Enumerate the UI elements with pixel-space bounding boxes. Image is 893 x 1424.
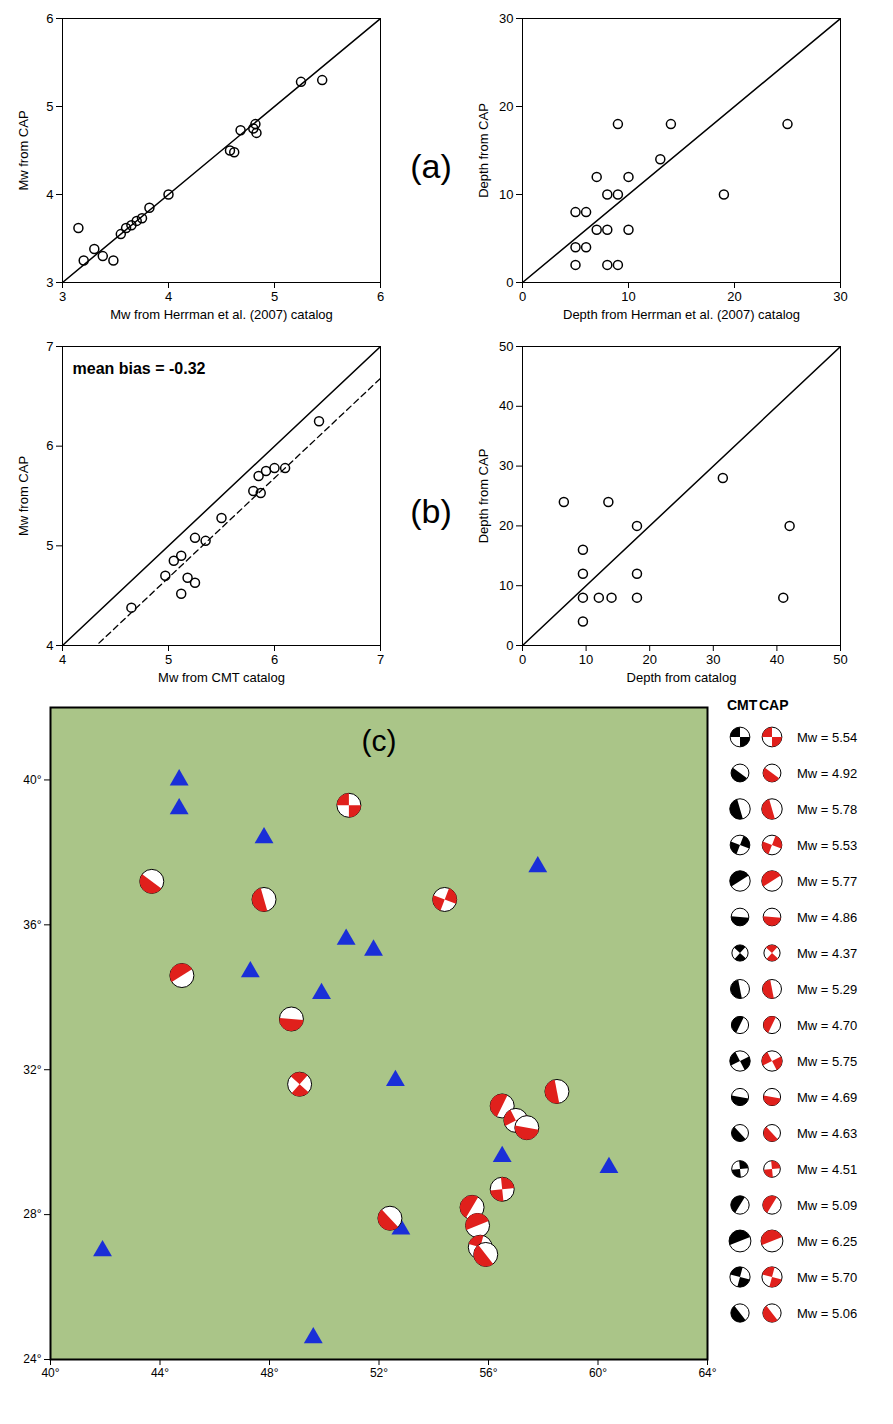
svg-text:30: 30 (499, 458, 513, 473)
svg-text:64°: 64° (698, 1366, 716, 1380)
svg-text:10: 10 (499, 578, 513, 593)
html-text:Mw = 4.37: Mw = 4.37 (797, 945, 858, 961)
svg-text:30: 30 (833, 289, 847, 304)
html-text:Mw = 5.09: Mw = 5.09 (797, 1197, 858, 1213)
svg-text:0: 0 (506, 638, 513, 653)
svg-text:44°: 44° (151, 1366, 169, 1380)
svg-text:28°: 28° (23, 1207, 41, 1221)
html-text:Mw = 5.54: Mw = 5.54 (797, 729, 858, 745)
svg-text:3: 3 (59, 289, 66, 304)
svg-text:4: 4 (59, 652, 66, 667)
svg-text:5: 5 (271, 289, 278, 304)
html-text:Mw = 5.70: Mw = 5.70 (797, 1269, 858, 1285)
svg-text:4: 4 (46, 638, 53, 653)
html-text:Mw = 5.75: Mw = 5.75 (797, 1053, 858, 1069)
html-text:CMT CAP: CMT CAP (727, 697, 789, 713)
svg-text:10: 10 (621, 289, 635, 304)
svg-text:32°: 32° (23, 1063, 41, 1077)
svg-text:Depth from catalog: Depth from catalog (627, 670, 737, 685)
svg-text:6: 6 (46, 438, 53, 453)
svg-text:Mw from Herrman et al. (2007): Mw from Herrman et al. (2007) catalog (110, 307, 333, 322)
html-text:(b): (b) (410, 492, 452, 530)
html-text:Mw = 4.69: Mw = 4.69 (797, 1089, 858, 1105)
html-text:Mw = 4.63: Mw = 4.63 (797, 1125, 858, 1141)
svg-text:4: 4 (46, 187, 53, 202)
svg-text:56°: 56° (479, 1366, 497, 1380)
svg-text:6: 6 (46, 11, 53, 26)
svg-text:10: 10 (579, 652, 593, 667)
svg-text:5: 5 (165, 652, 172, 667)
html-text:Mw = 5.77: Mw = 5.77 (797, 873, 858, 889)
svg-text:0: 0 (519, 289, 526, 304)
html-text:Mw = 5.29: Mw = 5.29 (797, 981, 858, 997)
svg-text:20: 20 (727, 289, 741, 304)
svg-text:50: 50 (499, 339, 513, 354)
svg-text:60°: 60° (589, 1366, 607, 1380)
svg-text:5: 5 (46, 99, 53, 114)
svg-text:40: 40 (499, 398, 513, 413)
html-text:Mw = 5.06: Mw = 5.06 (797, 1305, 858, 1321)
html-text:Mw = 6.25: Mw = 6.25 (797, 1233, 858, 1249)
svg-text:3: 3 (46, 275, 53, 290)
svg-text:52°: 52° (370, 1366, 388, 1380)
svg-text:mean bias = -0.32: mean bias = -0.32 (73, 360, 206, 377)
html-text:Mw = 5.53: Mw = 5.53 (797, 837, 858, 853)
svg-text:20: 20 (499, 518, 513, 533)
svg-text:Mw from CAP: Mw from CAP (16, 110, 31, 190)
svg-text:10: 10 (499, 187, 513, 202)
svg-text:24°: 24° (23, 1352, 41, 1366)
svg-text:6: 6 (377, 289, 384, 304)
html-text:Mw = 4.92: Mw = 4.92 (797, 765, 858, 781)
svg-text:40°: 40° (23, 773, 41, 787)
svg-text:0: 0 (506, 275, 513, 290)
html-text:Mw = 4.51: Mw = 4.51 (797, 1161, 858, 1177)
svg-text:50: 50 (833, 652, 847, 667)
svg-text:40°: 40° (41, 1366, 59, 1380)
svg-text:Mw from CMT catalog: Mw from CMT catalog (158, 670, 285, 685)
svg-text:7: 7 (46, 339, 53, 354)
svg-text:40: 40 (770, 652, 784, 667)
svg-text:48°: 48° (260, 1366, 278, 1380)
html-text:Mw = 4.70: Mw = 4.70 (797, 1017, 858, 1033)
svg-text:(c): (c) (362, 724, 397, 757)
svg-text:20: 20 (499, 99, 513, 114)
svg-text:Depth from Herrman et al. (200: Depth from Herrman et al. (2007) catalog (563, 307, 800, 322)
svg-text:Depth from CAP: Depth from CAP (476, 103, 491, 198)
svg-text:20: 20 (642, 652, 656, 667)
html-text:(a): (a) (410, 146, 452, 185)
svg-text:Depth from CAP: Depth from CAP (476, 449, 491, 544)
svg-text:4: 4 (165, 289, 172, 304)
svg-text:5: 5 (46, 538, 53, 553)
svg-text:36°: 36° (23, 918, 41, 932)
html-text:Mw = 5.78: Mw = 5.78 (797, 801, 858, 817)
svg-text:0: 0 (519, 652, 526, 667)
svg-text:7: 7 (377, 652, 384, 667)
svg-text:30: 30 (706, 652, 720, 667)
svg-text:30: 30 (499, 11, 513, 26)
svg-text:6: 6 (271, 652, 278, 667)
svg-text:Mw from CAP: Mw from CAP (16, 456, 31, 536)
html-text:Mw = 4.86: Mw = 4.86 (797, 909, 858, 925)
